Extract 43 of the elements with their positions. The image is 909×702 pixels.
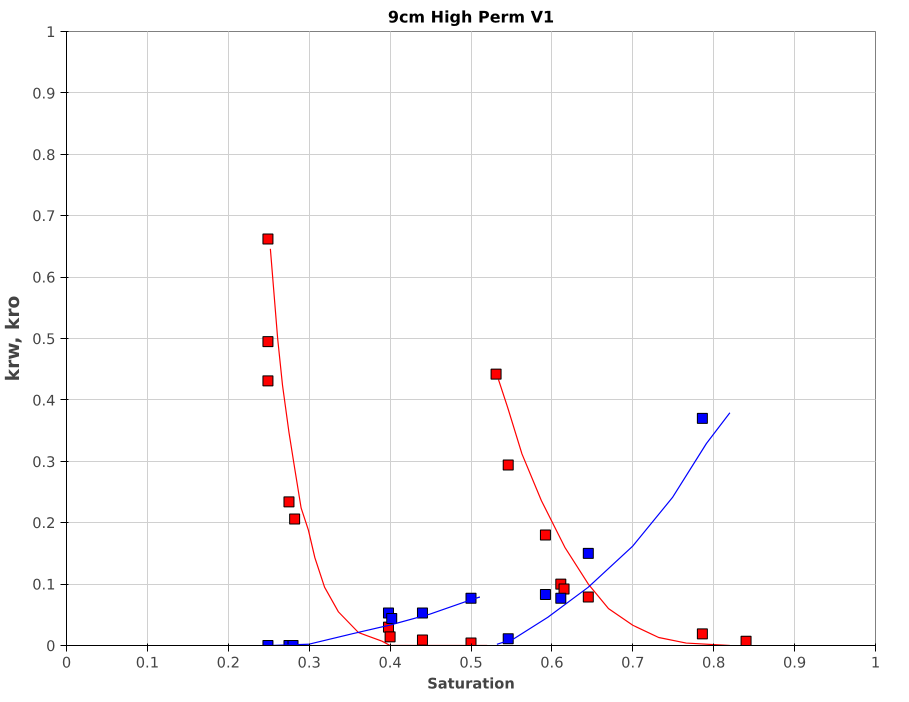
point (740, 636, 752, 646)
point (289, 514, 300, 525)
x-tick-label: 0.9 (782, 654, 806, 672)
chart-title: 9cm High Perm V1 (388, 8, 554, 26)
point (262, 336, 274, 348)
y-tick-label: 0.1 (32, 576, 56, 594)
point (262, 375, 274, 386)
y-tick-label: 0.8 (32, 146, 56, 164)
x-tick-label: 1 (870, 654, 880, 672)
y-tick-label: 0.5 (32, 331, 56, 348)
point (696, 628, 708, 640)
x-tick-label: 0.3 (298, 654, 321, 672)
x-tick-label: 0 (62, 654, 72, 672)
x-tick-label: 0.6 (540, 654, 564, 672)
point (540, 529, 551, 540)
point (416, 634, 428, 646)
y-tick-label: 0.9 (32, 85, 56, 102)
y-tick-label: 0.2 (32, 515, 56, 532)
x-axis-title: Saturation (427, 676, 515, 692)
y-tick-label: 1 (46, 24, 56, 41)
x-tick-label: 0.8 (702, 654, 726, 672)
y-tick-label: 0.4 (32, 392, 56, 410)
x-tick-label: 0.5 (459, 654, 483, 672)
point (490, 368, 502, 380)
point (582, 548, 594, 559)
x-tick-label: 0.2 (216, 654, 240, 672)
point (582, 591, 594, 602)
point (696, 412, 708, 424)
x-tick-label: 0.7 (621, 654, 644, 672)
y-axis-title: krw, kro (3, 295, 24, 382)
point (555, 592, 566, 604)
x-tick-label: 0.1 (136, 654, 160, 672)
y-tick-label: 0 (46, 638, 56, 655)
y-tick-label: 0.6 (32, 270, 56, 287)
point (283, 496, 294, 508)
point (384, 631, 396, 642)
point (262, 234, 274, 245)
point (540, 589, 551, 600)
x-tick-label: 0.4 (378, 654, 402, 672)
point (386, 612, 398, 624)
y-tick-label: 0.3 (32, 454, 56, 471)
y-tick-label: 0.7 (32, 208, 56, 226)
point (502, 459, 514, 470)
